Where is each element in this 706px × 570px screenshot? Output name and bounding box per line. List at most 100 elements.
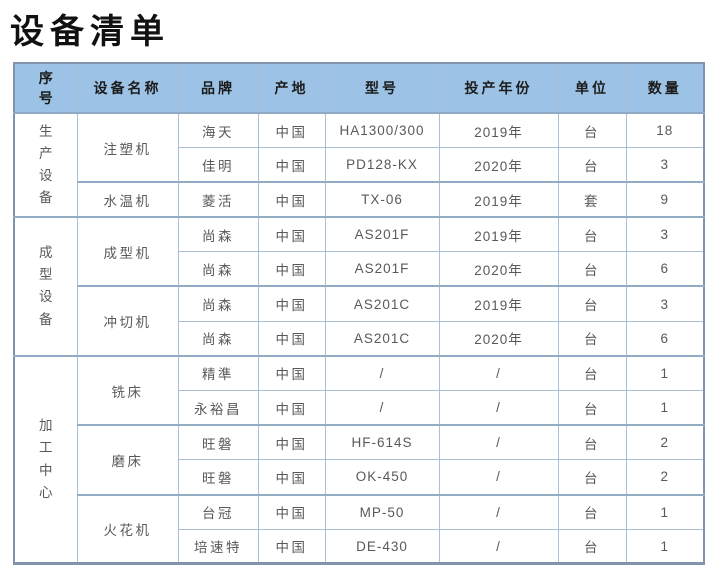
unit-cell: 台 bbox=[557, 459, 627, 496]
quantity-cell: 1 bbox=[625, 390, 705, 426]
model-cell: PD128-KX bbox=[324, 147, 440, 183]
model-cell: / bbox=[324, 390, 440, 426]
model-cell: AS201F bbox=[324, 251, 440, 287]
quantity-cell: 3 bbox=[625, 285, 705, 322]
unit-cell: 套 bbox=[557, 181, 627, 218]
brand-cell: 台冠 bbox=[177, 493, 259, 530]
origin-cell: 中国 bbox=[257, 251, 326, 287]
column-header-quantity: 数量 bbox=[625, 62, 705, 114]
year-cell: / bbox=[438, 354, 559, 391]
year-cell: 2019年 bbox=[438, 181, 559, 218]
model-cell: / bbox=[324, 354, 440, 391]
column-header-brand: 品牌 bbox=[177, 62, 259, 114]
brand-cell: 尚森 bbox=[177, 216, 259, 253]
table-row: 水温机 菱活 中国 TX-06 2019年 套 9 bbox=[14, 181, 705, 218]
column-header-model: 型号 bbox=[324, 62, 440, 114]
column-header-equipment-name: 设备名称 bbox=[76, 62, 179, 114]
quantity-cell: 9 bbox=[625, 181, 705, 218]
unit-cell: 台 bbox=[557, 493, 627, 530]
origin-cell: 中国 bbox=[257, 320, 326, 357]
model-cell: AS201C bbox=[324, 285, 440, 322]
equipment-cell: 冲切机 bbox=[76, 285, 179, 357]
quantity-cell: 1 bbox=[625, 354, 705, 391]
origin-cell: 中国 bbox=[257, 181, 326, 218]
table-row: 永裕昌 中国 / / 台 1 bbox=[14, 390, 705, 426]
model-cell: AS201F bbox=[324, 216, 440, 253]
quantity-cell: 3 bbox=[625, 216, 705, 253]
equipment-table: 序号 设备名称 品牌 产地 型号 投产年份 单位 数量 生产设备 注塑机 海天 … bbox=[13, 62, 705, 566]
brand-cell: 旺磐 bbox=[177, 459, 259, 496]
model-cell: MP-50 bbox=[324, 493, 440, 530]
equipment-cell: 注塑机 bbox=[76, 112, 179, 183]
origin-cell: 中国 bbox=[257, 112, 326, 149]
table-row: 佳明 中国 PD128-KX 2020年 台 3 bbox=[14, 147, 705, 183]
model-cell: AS201C bbox=[324, 320, 440, 357]
year-cell: / bbox=[438, 390, 559, 426]
quantity-cell: 6 bbox=[625, 320, 705, 357]
year-cell: / bbox=[438, 528, 559, 565]
equipment-cell: 铣床 bbox=[76, 354, 179, 426]
model-cell: HA1300/300 bbox=[324, 112, 440, 149]
year-cell: 2020年 bbox=[438, 320, 559, 357]
brand-cell: 菱活 bbox=[177, 181, 259, 218]
year-cell: 2020年 bbox=[438, 147, 559, 183]
equipment-cell: 火花机 bbox=[76, 493, 179, 565]
unit-cell: 台 bbox=[557, 285, 627, 322]
unit-cell: 台 bbox=[557, 147, 627, 183]
brand-cell: 精準 bbox=[177, 354, 259, 391]
unit-cell: 台 bbox=[557, 320, 627, 357]
table-row: 冲切机 尚森 中国 AS201C 2019年 台 3 bbox=[14, 285, 705, 357]
column-header-year: 投产年份 bbox=[438, 62, 559, 114]
origin-cell: 中国 bbox=[257, 216, 326, 253]
quantity-cell: 6 bbox=[625, 251, 705, 287]
table-row: 加工中心 铣床 精準 中国 / / 台 1 bbox=[13, 354, 705, 565]
year-cell: 2019年 bbox=[438, 216, 559, 253]
unit-cell: 台 bbox=[557, 216, 627, 253]
year-cell: 2020年 bbox=[438, 251, 559, 287]
year-cell: / bbox=[438, 459, 559, 496]
brand-cell: 培速特 bbox=[177, 528, 259, 565]
table-row: 旺磐 中国 OK-450 / 台 2 bbox=[14, 459, 705, 496]
origin-cell: 中国 bbox=[257, 354, 326, 391]
quantity-cell: 2 bbox=[625, 459, 705, 496]
origin-cell: 中国 bbox=[257, 493, 326, 530]
year-cell: 2019年 bbox=[438, 285, 559, 322]
group-cell: 加工中心 bbox=[13, 354, 78, 565]
brand-cell: 永裕昌 bbox=[177, 390, 259, 426]
table-row: 培速特 中国 DE-430 / 台 1 bbox=[14, 528, 705, 565]
quantity-cell: 3 bbox=[625, 147, 705, 183]
page-title: 设备清单 bbox=[10, 14, 170, 51]
table-row: 生产设备 注塑机 海天 中国 HA1300/300 2019年 台 18 bbox=[13, 112, 705, 218]
model-cell: DE-430 bbox=[324, 528, 440, 565]
table-row: 磨床 旺磐 中国 HF-614S / 台 2 bbox=[14, 424, 705, 496]
quantity-cell: 1 bbox=[625, 493, 705, 530]
year-cell: / bbox=[438, 493, 559, 530]
unit-cell: 台 bbox=[557, 424, 627, 461]
unit-cell: 台 bbox=[557, 528, 627, 565]
quantity-cell: 18 bbox=[625, 112, 705, 149]
unit-cell: 台 bbox=[557, 354, 627, 391]
column-header-origin: 产地 bbox=[257, 62, 326, 114]
table-row: 成型设备 成型机 尚森 中国 AS201F 2019年 台 3 bbox=[13, 216, 705, 357]
unit-cell: 台 bbox=[557, 112, 627, 149]
table-row: 尚森 中国 AS201C 2020年 台 6 bbox=[14, 320, 705, 357]
quantity-cell: 2 bbox=[625, 424, 705, 461]
column-header-unit: 单位 bbox=[557, 62, 627, 114]
origin-cell: 中国 bbox=[257, 147, 326, 183]
unit-cell: 台 bbox=[557, 390, 627, 426]
brand-cell: 尚森 bbox=[177, 251, 259, 287]
brand-cell: 尚森 bbox=[177, 285, 259, 322]
origin-cell: 中国 bbox=[257, 459, 326, 496]
model-cell: HF-614S bbox=[324, 424, 440, 461]
model-cell: OK-450 bbox=[324, 459, 440, 496]
origin-cell: 中国 bbox=[257, 285, 326, 322]
unit-cell: 台 bbox=[557, 251, 627, 287]
year-cell: / bbox=[438, 424, 559, 461]
brand-cell: 旺磐 bbox=[177, 424, 259, 461]
year-cell: 2019年 bbox=[438, 112, 559, 149]
table-row: 火花机 台冠 中国 MP-50 / 台 1 bbox=[14, 493, 705, 565]
group-cell: 生产设备 bbox=[13, 112, 78, 218]
equipment-cell: 水温机 bbox=[76, 181, 179, 218]
origin-cell: 中国 bbox=[257, 424, 326, 461]
model-cell: TX-06 bbox=[324, 181, 440, 218]
